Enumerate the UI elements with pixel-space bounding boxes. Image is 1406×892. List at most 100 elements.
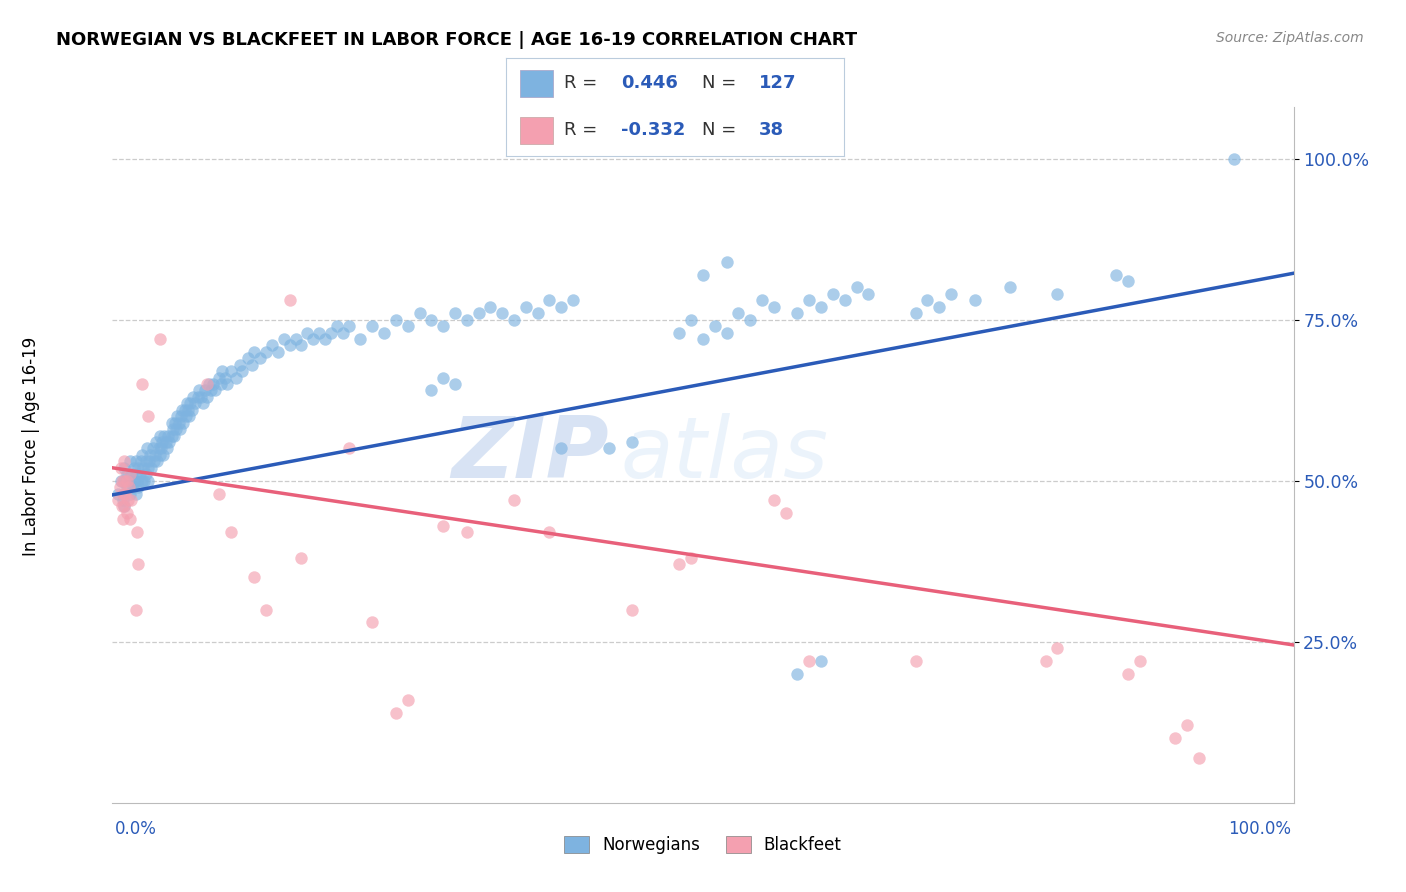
- Point: [762, 493, 785, 508]
- FancyBboxPatch shape: [520, 117, 554, 145]
- Point: [149, 442, 172, 456]
- Point: [396, 692, 419, 706]
- Point: [408, 306, 430, 320]
- Text: 100.0%: 100.0%: [1227, 820, 1291, 838]
- Point: [112, 500, 135, 514]
- Point: [229, 358, 252, 372]
- Point: [432, 370, 454, 384]
- Text: 0.446: 0.446: [621, 74, 678, 92]
- Point: [125, 486, 148, 500]
- Point: [503, 312, 526, 326]
- Point: [186, 390, 208, 404]
- Point: [122, 460, 145, 475]
- Point: [562, 293, 585, 308]
- Point: [1129, 654, 1152, 668]
- Point: [139, 448, 162, 462]
- Point: [319, 326, 342, 340]
- Point: [225, 370, 247, 384]
- Point: [138, 454, 160, 468]
- Point: [112, 460, 135, 475]
- Point: [176, 396, 198, 410]
- Text: N =: N =: [702, 121, 737, 139]
- Point: [716, 254, 738, 268]
- Point: [503, 493, 526, 508]
- Point: [290, 338, 312, 352]
- Point: [526, 306, 548, 320]
- Point: [115, 506, 138, 520]
- Point: [114, 486, 136, 500]
- Point: [187, 384, 209, 398]
- Point: [120, 512, 142, 526]
- Point: [550, 442, 572, 456]
- Point: [125, 602, 148, 616]
- Point: [124, 474, 146, 488]
- Point: [538, 525, 561, 540]
- Point: [845, 280, 868, 294]
- Point: [112, 512, 135, 526]
- Point: [167, 416, 190, 430]
- Point: [173, 402, 195, 417]
- Point: [115, 480, 138, 494]
- Point: [125, 467, 148, 482]
- Point: [179, 396, 201, 410]
- Point: [166, 409, 188, 424]
- Point: [456, 525, 478, 540]
- Text: R =: R =: [564, 74, 596, 92]
- Point: [127, 525, 149, 540]
- Point: [515, 300, 537, 314]
- Point: [278, 293, 301, 308]
- Point: [1116, 667, 1139, 681]
- Point: [1175, 718, 1198, 732]
- Point: [156, 428, 179, 442]
- Point: [681, 551, 703, 566]
- Point: [131, 448, 153, 462]
- Point: [254, 602, 277, 616]
- Point: [115, 467, 138, 482]
- Point: [621, 602, 644, 616]
- Point: [120, 493, 142, 508]
- Point: [799, 654, 821, 668]
- Point: [112, 493, 135, 508]
- Point: [127, 460, 149, 475]
- Point: [775, 506, 797, 520]
- Point: [349, 332, 371, 346]
- Point: [143, 448, 166, 462]
- Point: [169, 422, 191, 436]
- Point: [181, 390, 204, 404]
- Point: [142, 442, 165, 456]
- Point: [598, 442, 620, 456]
- Point: [444, 377, 467, 392]
- Point: [174, 409, 197, 424]
- Point: [1164, 731, 1187, 746]
- Point: [125, 454, 148, 468]
- Point: [146, 454, 169, 468]
- Text: 0.0%: 0.0%: [115, 820, 157, 838]
- Point: [149, 428, 172, 442]
- Point: [681, 312, 703, 326]
- Point: [170, 409, 193, 424]
- Text: R =: R =: [564, 121, 596, 139]
- Point: [215, 377, 238, 392]
- Point: [149, 448, 172, 462]
- Point: [120, 467, 142, 482]
- Point: [373, 326, 395, 340]
- Point: [198, 377, 221, 392]
- Point: [157, 435, 180, 450]
- Point: [115, 474, 138, 488]
- Point: [858, 286, 880, 301]
- Point: [1035, 654, 1057, 668]
- Point: [112, 474, 135, 488]
- Point: [1046, 286, 1069, 301]
- Point: [928, 300, 950, 314]
- Point: [201, 377, 224, 392]
- Point: [1105, 268, 1128, 282]
- Point: [136, 409, 159, 424]
- Point: [904, 306, 927, 320]
- Point: [107, 486, 129, 500]
- Point: [337, 442, 360, 456]
- Point: [479, 300, 502, 314]
- Point: [204, 384, 226, 398]
- Point: [231, 364, 253, 378]
- Point: [432, 319, 454, 334]
- Point: [821, 286, 844, 301]
